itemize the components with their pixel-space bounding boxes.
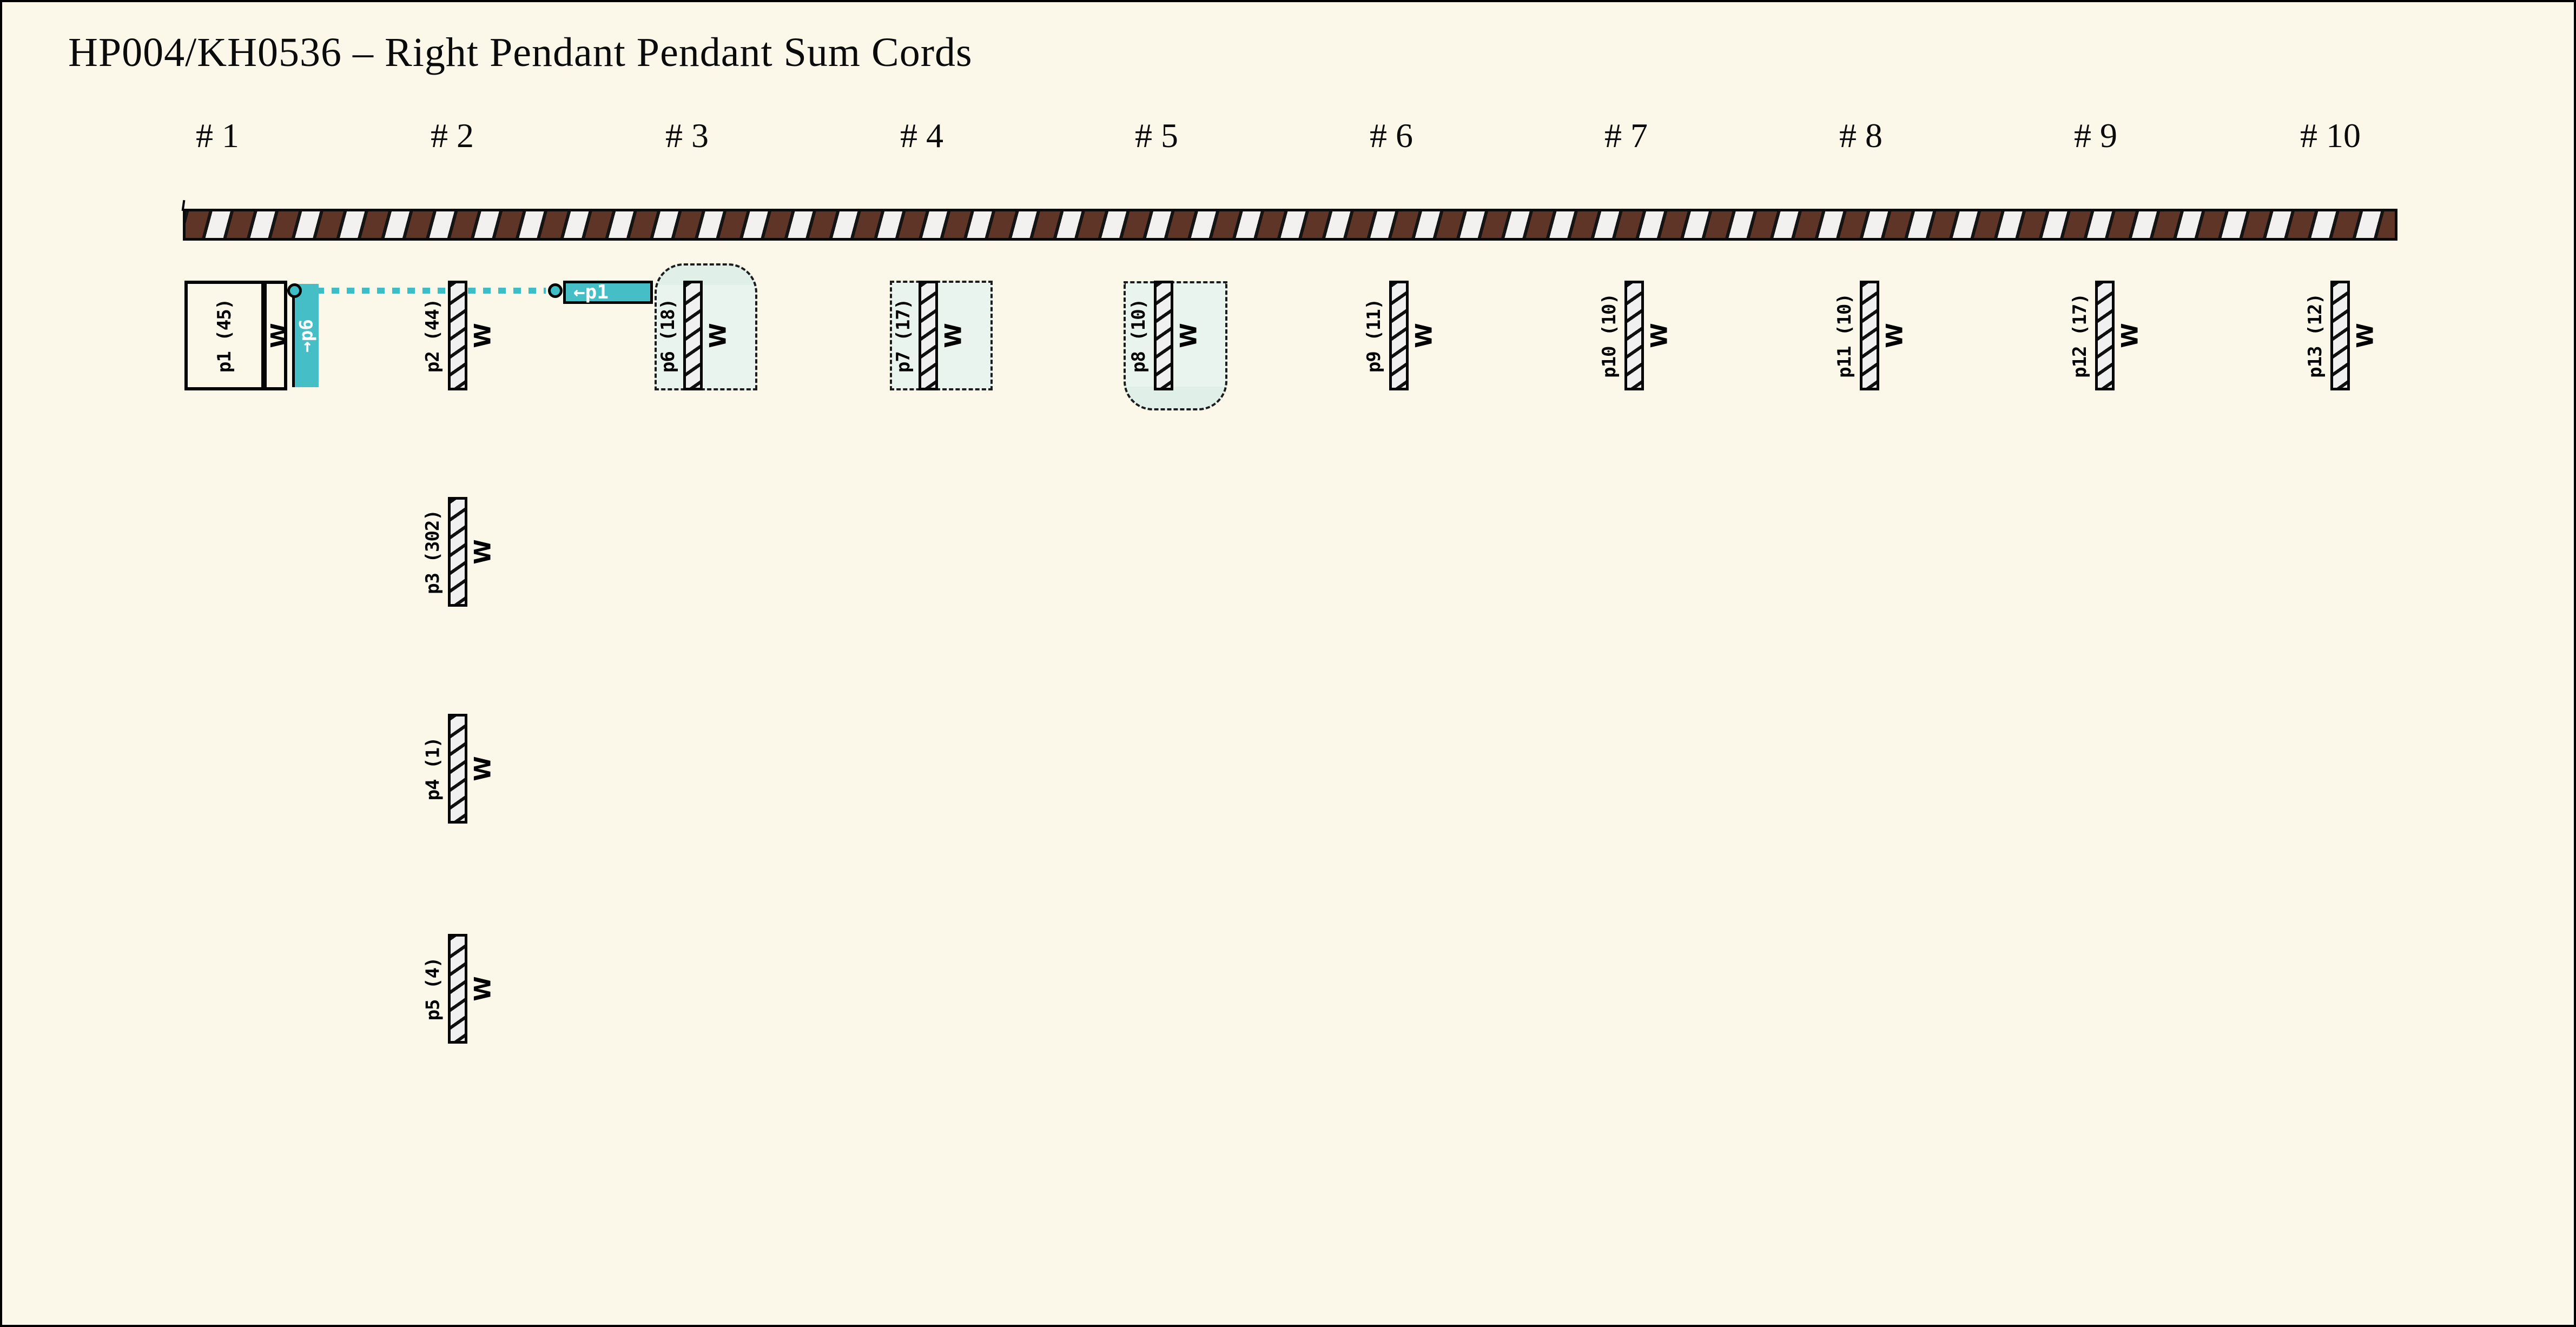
column-header-8: # 8 [1839, 116, 1883, 155]
pendant-label-wrap-p12: p12 (17) [2067, 281, 2093, 390]
knot-direction-label: W [2116, 323, 2143, 348]
pendant-label-wrap-p5: p5 (4) [420, 934, 446, 1044]
pendant-label-wrap-p4: p4 (1) [420, 714, 446, 824]
knot-direction-label: W [1410, 323, 1437, 348]
knot-direction-label: W [1646, 323, 1673, 348]
pendant-label: p6 (18) [657, 298, 679, 373]
knot-direction-wrap-p4: W [468, 714, 497, 824]
pendant-label: p10 (10) [1599, 293, 1621, 378]
knot-direction-label: W [469, 323, 496, 348]
pendant-label: p5 (4) [422, 957, 444, 1020]
pendant-bar-p8 [1154, 281, 1173, 390]
pendant-label: p3 (302) [422, 509, 444, 594]
knot-direction-wrap-p8: W [1174, 281, 1203, 390]
knot-direction-label: W [469, 976, 496, 1001]
knot-direction-label: W [1175, 323, 1202, 348]
knot-direction-cell: W [266, 284, 293, 387]
knot-direction-label: W [704, 323, 731, 348]
knot-direction-wrap-p6: W [704, 281, 732, 390]
knot-direction-label: W [1881, 323, 1908, 348]
sum-group-region-p6 [655, 263, 757, 390]
sum-link-dot-icon [548, 283, 563, 298]
column-header-10: # 10 [2300, 116, 2361, 155]
knot-direction-label: W [2352, 323, 2379, 348]
knot-direction-wrap-p3: W [468, 497, 497, 607]
primary-cord [183, 209, 2397, 241]
sum-link-dot-icon [287, 283, 302, 298]
column-header-2: # 2 [431, 116, 474, 155]
knot-direction-wrap-p9: W [1410, 281, 1438, 390]
sum-link-line [301, 288, 546, 294]
knot-direction-label: W [266, 323, 293, 348]
pendant-label: p9 (11) [1363, 298, 1385, 373]
pendant-bar-p5 [448, 934, 467, 1044]
column-header-9: # 9 [2074, 116, 2117, 155]
knot-direction-wrap-p7: W [939, 281, 967, 390]
knot-direction-label: W [940, 323, 967, 348]
column-header-6: # 6 [1370, 116, 1413, 155]
pendant-label: p13 (12) [2304, 293, 2327, 378]
column-header-1: # 1 [196, 116, 239, 155]
pendant-bar-p10 [1624, 281, 1644, 390]
pendant-label-wrap-p11: p11 (10) [1832, 281, 1858, 390]
knot-direction-wrap-p13: W [2351, 281, 2379, 390]
pendant-bar-p1 [261, 284, 267, 387]
knot-direction-wrap-p12: W [2116, 281, 2144, 390]
sum-link-tag: ←p1 [563, 281, 653, 304]
column-header-4: # 4 [900, 116, 943, 155]
sum-band-p1: →p6 [292, 284, 319, 387]
pendant-bar-p3 [448, 497, 467, 607]
pendant-bar-p4 [448, 714, 467, 824]
knot-direction-wrap-p5: W [468, 934, 497, 1044]
pendant-label: p1 (45) [214, 298, 236, 373]
pendant-label-wrap-p7: p7 (17) [890, 281, 916, 390]
pendant-bar-p13 [2330, 281, 2350, 390]
sum-link-tag-label: ←p1 [573, 281, 609, 303]
knot-direction-wrap-p11: W [1880, 281, 1908, 390]
column-header-3: # 3 [665, 116, 709, 155]
pendant-label-cell: p1 (45) [188, 284, 261, 387]
sum-band-label: →p6 [295, 319, 318, 353]
pendant-label: p12 (17) [2069, 293, 2091, 378]
pendant-label-wrap-p9: p9 (11) [1361, 281, 1387, 390]
knot-direction-label: W [469, 756, 496, 781]
pendant-label: p8 (10) [1128, 298, 1150, 373]
pendant-label: p2 (44) [422, 298, 444, 373]
pendant-label-wrap-p8: p8 (10) [1126, 281, 1152, 390]
pendant-label: p4 (1) [422, 737, 444, 800]
knot-direction-wrap-p2: W [468, 281, 497, 390]
pendant-label: p7 (17) [893, 298, 915, 373]
pendant-bar-p6 [683, 281, 703, 390]
sum-group-region-p8 [1124, 281, 1227, 410]
pendant-label-wrap-p13: p13 (12) [2302, 281, 2328, 390]
pendant-bar-p12 [2095, 281, 2115, 390]
column-header-7: # 7 [1604, 116, 1648, 155]
pendant-label-wrap-p2: p2 (44) [420, 281, 446, 390]
pendant-bar-p2 [448, 281, 467, 390]
pendant-label-wrap-p3: p3 (302) [420, 497, 446, 607]
knot-direction-wrap-p10: W [1645, 281, 1673, 390]
knot-direction-label: W [469, 539, 496, 565]
pendant-label-wrap-p10: p10 (10) [1596, 281, 1622, 390]
pendant-group-p1: p1 (45) W →p6 [184, 281, 319, 390]
column-header-5: # 5 [1135, 116, 1178, 155]
page-title: HP004/KH0536 – Right Pendant Pendant Sum… [68, 30, 973, 75]
pendant-label-wrap-p6: p6 (18) [655, 281, 681, 390]
pendant-bar-p11 [1860, 281, 1879, 390]
pendant-label: p11 (10) [1834, 293, 1856, 378]
pendant-bar-p7 [919, 281, 938, 390]
sum-group-region-p7 [890, 281, 993, 390]
pendant-bar-p9 [1389, 281, 1409, 390]
